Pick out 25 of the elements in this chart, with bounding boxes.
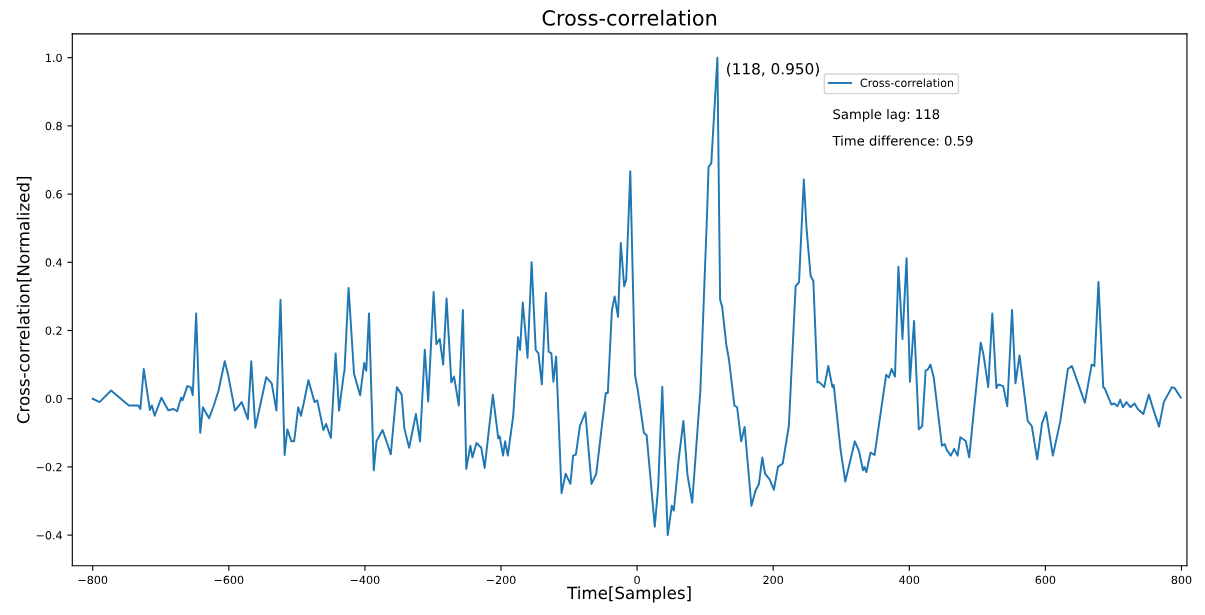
chart-title: Cross-correlation <box>542 9 717 26</box>
y-tick-label: 0.4 <box>45 258 62 267</box>
x-tick-label: −200 <box>486 575 516 585</box>
x-tick-label: −800 <box>78 575 108 585</box>
y-tick-label: −0.4 <box>36 531 62 540</box>
y-axis-title: Cross-correlation[Normalized] <box>16 176 32 424</box>
line-series <box>91 56 1182 537</box>
x-tick-label: −600 <box>214 575 244 585</box>
annotation: Sample lag: 118 <box>833 108 940 122</box>
legend-label: Cross-correlation <box>860 78 954 87</box>
x-tick-label: −400 <box>350 575 380 585</box>
x-tick-label: 400 <box>899 575 920 585</box>
x-tick-label: 600 <box>1035 575 1056 585</box>
y-tick-label: 0.2 <box>45 326 62 335</box>
x-axis-title: Time[Samples] <box>567 586 691 603</box>
y-tick-label: 1.0 <box>46 53 62 63</box>
y-tick-label: 0.0 <box>45 394 62 404</box>
x-tick-label: 800 <box>1171 575 1192 585</box>
annotation: (118, 0.950) <box>727 62 819 77</box>
y-tick-label: 0.6 <box>45 190 62 199</box>
y-tick-label: −0.2 <box>36 462 62 472</box>
x-tick-label: 0 <box>634 575 640 585</box>
annotation: Time difference: 0.59 <box>832 135 973 146</box>
y-tick-label: 0.8 <box>45 121 62 131</box>
x-tick-label: 200 <box>763 575 784 585</box>
